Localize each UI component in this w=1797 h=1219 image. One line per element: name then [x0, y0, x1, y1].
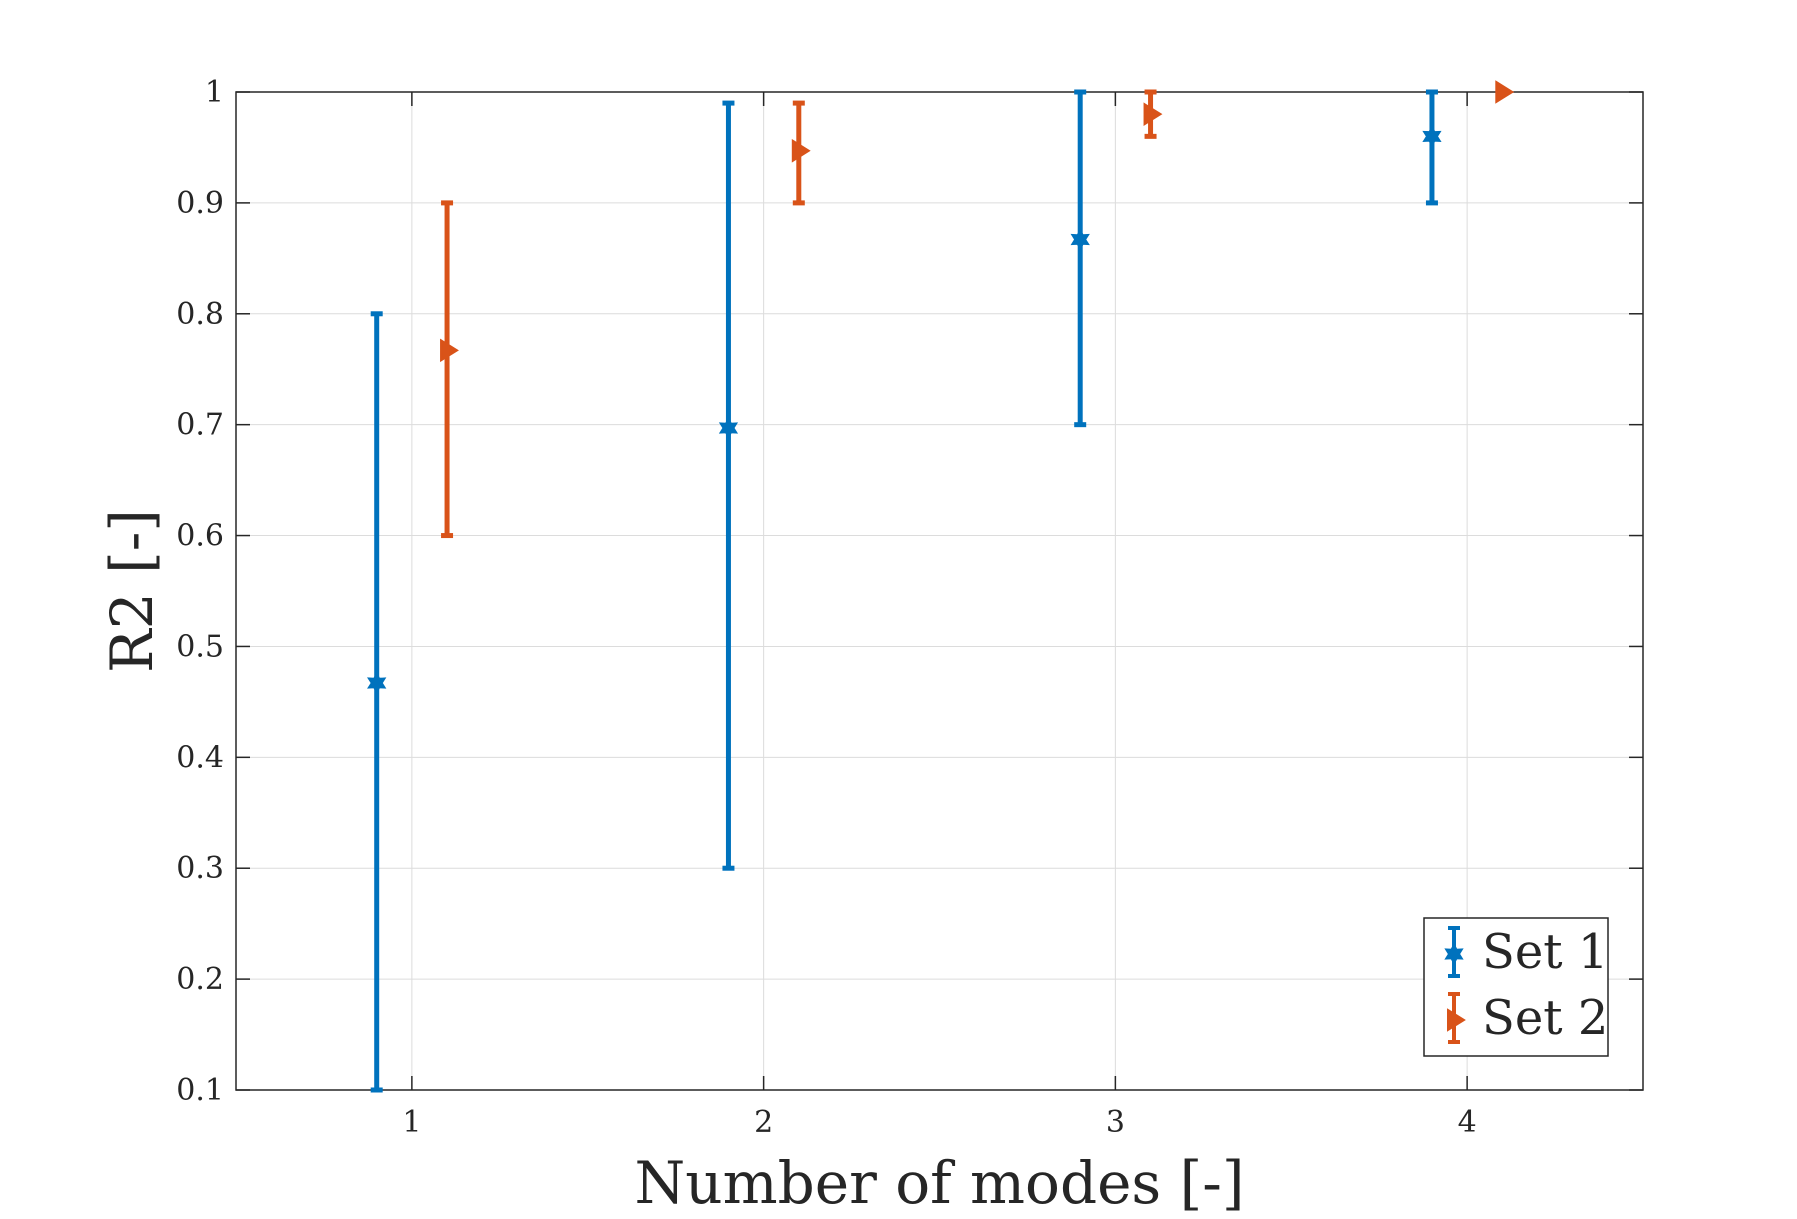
y-tick-label: 0.2 — [176, 962, 224, 997]
legend-marker — [1444, 942, 1464, 966]
data-point-marker — [1070, 228, 1090, 251]
legend-symbol-set-1 — [1444, 926, 1464, 978]
series-layer — [366, 80, 1515, 1093]
legend-symbol-set-2 — [1447, 992, 1466, 1044]
series-1 — [366, 89, 1442, 1093]
x-tick-label: 2 — [754, 1105, 773, 1140]
plot-area-frame — [235, 91, 1644, 1091]
x-tick-label: 3 — [1106, 1105, 1125, 1140]
data-point-marker — [1422, 125, 1442, 148]
x-tick-label: 4 — [1458, 1105, 1477, 1140]
y-tick-label: 0.1 — [176, 1073, 224, 1108]
x-axis-title: Number of modes [-] — [635, 1149, 1245, 1214]
y-tick-label: 0.9 — [176, 186, 224, 221]
y-tick-label: 0.4 — [176, 740, 224, 775]
data-point-marker — [440, 338, 459, 363]
legend-label-set-1: Set 1 — [1482, 924, 1608, 980]
legend-marker — [1447, 1008, 1466, 1032]
data-point-marker — [718, 416, 739, 440]
y-axis-title: R2 [-] — [98, 509, 166, 673]
series-2 — [440, 80, 1515, 539]
y-tick-label: 0.6 — [176, 519, 224, 554]
y-tick-label: 0.3 — [176, 851, 224, 886]
y-tick-label: 0.7 — [176, 408, 224, 443]
data-point-marker — [791, 138, 811, 163]
tick-layer: 1 2 3 4 0.1 0.2 0.3 0.4 0.5 0.6 0.7 0.8 0.9 1 — [176, 75, 1643, 1140]
y-tick-label: 1 — [205, 75, 224, 110]
data-point-marker — [1143, 102, 1163, 126]
data-point-marker — [366, 671, 387, 695]
x-tick-label: 1 — [402, 1105, 421, 1140]
y-tick-label: 0.8 — [176, 297, 224, 332]
legend-label-set-2: Set 2 — [1482, 990, 1608, 1046]
y-tick-label: 0.5 — [176, 629, 224, 664]
legend: Set 1 Set 2 — [1423, 917, 1609, 1057]
data-point-marker — [1495, 80, 1515, 104]
